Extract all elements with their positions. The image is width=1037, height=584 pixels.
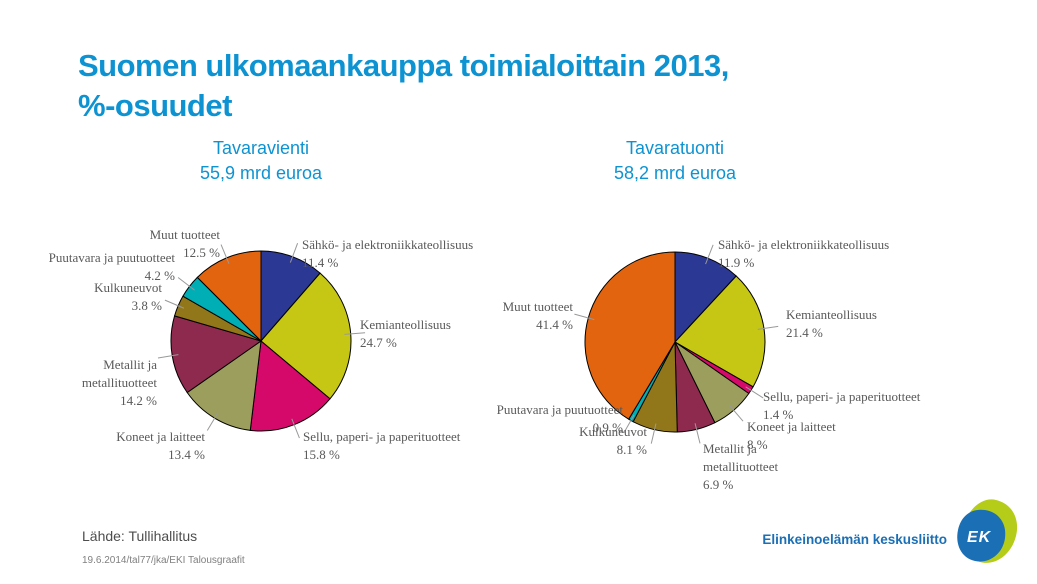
- slice-leader-line: [705, 244, 714, 265]
- slice-label-line: Koneet ja laitteet: [116, 429, 205, 444]
- slice-label-line: 12.5 %: [183, 245, 220, 260]
- slice-leader-line: [623, 414, 635, 434]
- slice-label-line: Sähkö- ja elektroniikkateollisuus: [302, 237, 474, 252]
- slice-label-s-hk-ja-elektroniikkateollisuus: Sähkö- ja elektroniikkateollisuus 11.4 %: [302, 236, 473, 272]
- slice-label-line: 11.9 %: [718, 255, 755, 270]
- slice-label-koneet-ja-laitteet: Koneet ja laitteet 13.4 %: [116, 428, 205, 464]
- ek-logo-icon: EK: [957, 499, 1018, 563]
- slice-leader-line: [694, 423, 701, 444]
- slice-label-line: Metallit ja: [103, 357, 157, 372]
- export-pie-header: Tavaravienti 55,9 mrd euroa: [111, 136, 411, 186]
- slice-label-line: Muut tuotteet: [502, 299, 573, 314]
- slice-label-kemianteollisuus: Kemianteollisuus 24.7 %: [360, 316, 451, 352]
- export-pie-title: Tavaravienti: [212, 138, 310, 158]
- slice-label-line: 41.4 %: [536, 317, 573, 332]
- slice-label-puutavara-ja-puutuotteet: Puutavara ja puutuotteet 4.2 %: [49, 249, 175, 285]
- slice-leader-line: [745, 386, 764, 399]
- slide-title-line2: %-osuudet: [78, 88, 232, 123]
- slice-label-metallit-ja-metallituotteet: Metallit ja metallituotteet 6.9 %: [703, 440, 778, 494]
- slice-label-kemianteollisuus: Kemianteollisuus 21.4 %: [786, 306, 877, 342]
- import-pie-title: Tavaratuonti: [625, 138, 725, 158]
- slice-label-line: Kulkuneuvot: [579, 424, 647, 439]
- slice-leader-line: [344, 332, 366, 335]
- slice-leader-line: [157, 354, 179, 359]
- slice-label-line: 13.4 %: [168, 447, 205, 462]
- slice-label-line: Sähkö- ja elektroniikkateollisuus: [718, 237, 890, 252]
- export-pie-total: 55,9 mrd euroa: [199, 163, 323, 183]
- slice-leader-line: [289, 243, 299, 263]
- slice-leader-line: [729, 405, 744, 422]
- slice-label-line: 24.7 %: [360, 335, 397, 350]
- slice-leader-line: [206, 412, 219, 431]
- slice-label-line: 15.8 %: [303, 447, 340, 462]
- slice-label-line: Kemianteollisuus: [360, 317, 451, 332]
- slice-label-line: 1.4 %: [763, 407, 794, 422]
- slice-label-line: 8 %: [747, 437, 768, 452]
- slice-label-sellu-paperi-ja-paperituotteet: Sellu, paperi- ja paperituotteet 15.8 %: [303, 428, 460, 464]
- logo-org-name: Elinkeinoelämän keskusliitto: [762, 532, 947, 547]
- slice-label-line: Metallit ja: [703, 441, 757, 456]
- footer-note: 19.6.2014/tal77/jka/EKI Talousgraafit: [82, 555, 245, 566]
- slice-label-kulkuneuvot: Kulkuneuvot 8.1 %: [579, 423, 647, 459]
- slice-leader-line: [650, 423, 657, 444]
- slice-label-puutavara-ja-puutuotteet: Puutavara ja puutuotteet 0.9 %: [497, 401, 623, 437]
- import-pie-header: Tavaratuonti 58,2 mrd euroa: [525, 136, 825, 186]
- slice-label-muut-tuotteet: Muut tuotteet 12.5 %: [150, 226, 220, 262]
- slice-label-koneet-ja-laitteet: Koneet ja laitteet 8 %: [747, 418, 836, 454]
- slice-label-line: 14.2 %: [120, 393, 157, 408]
- slice-label-muut-tuotteet: Muut tuotteet 41.4 %: [503, 298, 573, 334]
- ek-logo-blue-shape: [957, 509, 1006, 562]
- ek-logo-text: EK: [967, 529, 992, 546]
- slice-label-line: Sellu, paperi- ja paperituotteet: [763, 389, 921, 404]
- slice-label-line: Puutavara ja puutuotteet: [496, 402, 623, 417]
- slice-label-line: 3.8 %: [131, 298, 162, 313]
- source-text: Lähde: Tullihallitus: [82, 528, 198, 544]
- slice-label-line: 4.2 %: [144, 268, 175, 283]
- slice-leader-line: [220, 244, 230, 264]
- slice-label-line: Sellu, paperi- ja paperituotteet: [303, 429, 461, 444]
- slice-leader-line: [574, 313, 595, 321]
- slice-label-line: Muut tuotteet: [149, 227, 220, 242]
- slice-label-kulkuneuvot: Kulkuneuvot 3.8 %: [94, 279, 162, 315]
- slice-label-line: 21.4 %: [786, 325, 823, 340]
- slice-label-line: Kemianteollisuus: [786, 307, 877, 322]
- slice-label-line: metallituotteet: [81, 375, 157, 390]
- slice-label-metallit-ja-metallituotteet: Metallit ja metallituotteet 14.2 %: [82, 356, 157, 410]
- slice-label-line: Kulkuneuvot: [94, 280, 162, 295]
- slice-leader-line: [291, 418, 300, 439]
- slice-leader-line: [757, 325, 779, 330]
- slice-label-line: Puutavara ja puutuotteet: [48, 250, 175, 265]
- import-pie-total: 58,2 mrd euroa: [613, 163, 737, 183]
- slice-leader-line: [164, 299, 185, 309]
- slice-label-line: 8.1 %: [616, 442, 647, 457]
- slice-label-line: 0.9 %: [592, 420, 623, 435]
- slice-leader-line: [177, 277, 195, 291]
- slide-title-line1: Suomen ulkomaankauppa toimialoittain 201…: [78, 48, 729, 83]
- slice-label-line: Koneet ja laitteet: [747, 419, 836, 434]
- slice-label-line: metallituotteet: [703, 459, 779, 474]
- slide-title: Suomen ulkomaankauppa toimialoittain 201…: [78, 46, 998, 126]
- slice-label-line: 11.4 %: [302, 255, 339, 270]
- slice-label-s-hk-ja-elektroniikkateollisuus: Sähkö- ja elektroniikkateollisuus 11.9 %: [718, 236, 889, 272]
- slice-label-sellu-paperi-ja-paperituotteet: Sellu, paperi- ja paperituotteet 1.4 %: [763, 388, 920, 424]
- slice-label-line: 6.9 %: [703, 477, 734, 492]
